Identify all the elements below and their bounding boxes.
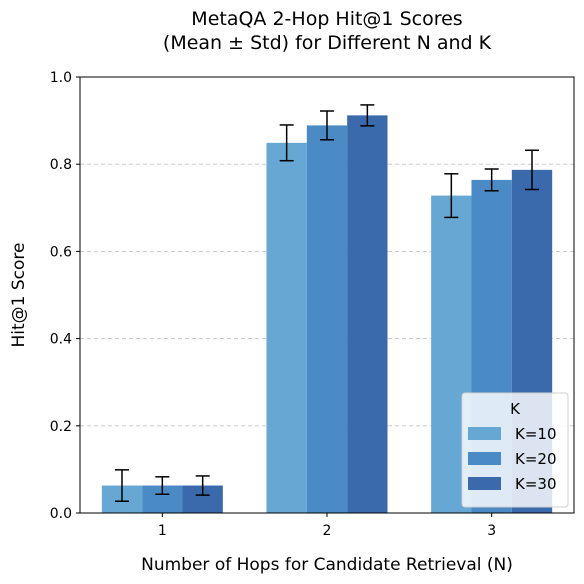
legend-label: K=30 [515,475,557,493]
x-tick-label: 1 [158,523,167,539]
bar [306,125,348,514]
x-axis-ticks: 1 2 3 [158,513,496,539]
legend-label: K=10 [515,425,557,443]
y-tick-label: 0.6 [50,244,72,260]
error-bars [114,104,540,502]
y-tick-label: 0.2 [50,419,72,435]
x-tick-label: 2 [323,523,332,539]
legend-title: K [510,400,521,418]
legend: K K=10 K=20 K=30 [461,392,569,508]
y-axis-label: Hit@1 Score [9,242,29,347]
y-tick-label: 0.0 [50,506,72,522]
y-tick-label: 0.8 [50,157,72,173]
legend-swatch [468,427,501,440]
y-tick-label: 0.4 [50,332,72,348]
bar [266,142,307,513]
chart-title-line-2: (Mean ± Std) for Different N and K [163,32,492,54]
legend-swatch [468,452,501,465]
legend-swatch [468,477,501,490]
y-tick-label: 1.0 [50,70,72,86]
chart-title-line-1: MetaQA 2-Hop Hit@1 Scores [191,8,462,30]
y-axis-ticks: 0.0 0.2 0.4 0.6 0.8 1.0 [50,70,80,522]
x-tick-label: 3 [487,523,496,539]
bar [347,115,388,514]
legend-label: K=20 [515,450,557,468]
x-axis-label: Number of Hops for Candidate Retrieval (… [141,555,513,575]
